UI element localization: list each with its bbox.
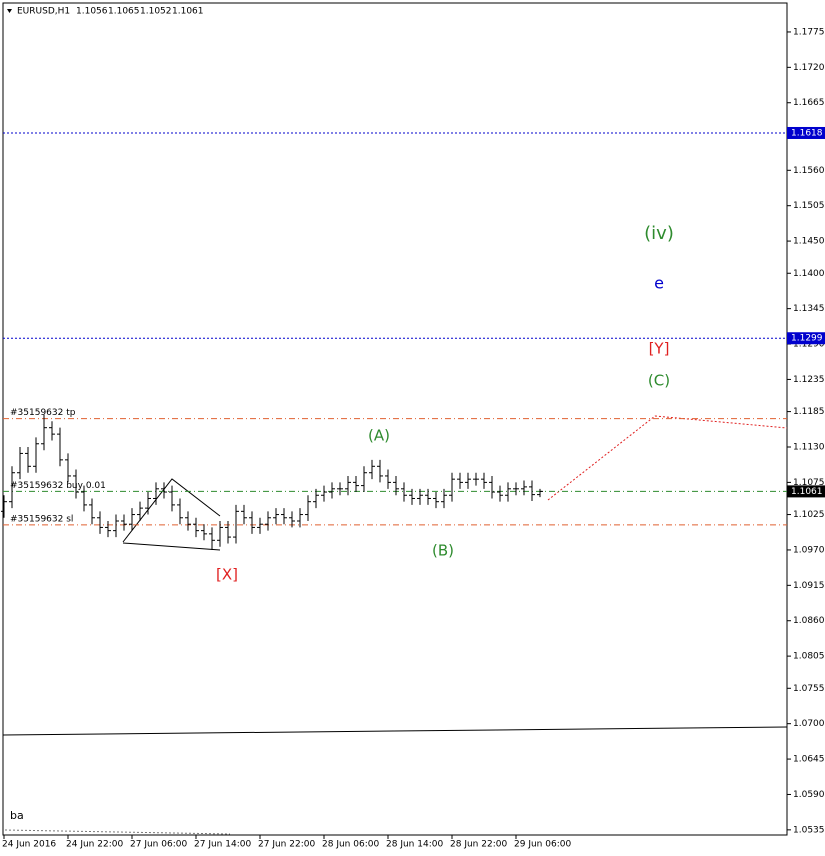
- y-tick-label: 1.0700: [793, 719, 825, 729]
- trend-line: [2, 726, 788, 736]
- x-tick-label: 28 Jun 06:00: [322, 840, 379, 850]
- y-tick-label: 1.1720: [793, 63, 825, 73]
- wave-label: (A): [368, 427, 390, 445]
- y-tick-label: 1.0645: [793, 755, 825, 765]
- y-tick-label: 1.1665: [793, 98, 825, 108]
- x-tick-label: 24 Jun 2016: [2, 840, 56, 850]
- y-tick-label: 1.1075: [793, 478, 825, 488]
- y-tick-label: 1.1345: [793, 304, 825, 314]
- level-price-box: [787, 332, 825, 345]
- level-price-box: [787, 126, 825, 139]
- menu-arrow: [7, 9, 12, 13]
- y-tick-label: 1.1235: [793, 375, 825, 385]
- last-high: 1.1065: [108, 7, 140, 17]
- x-tick-label: 29 Jun 06:00: [514, 840, 571, 850]
- y-tick-label: 1.1450: [793, 237, 825, 247]
- x-tick-label: 28 Jun 14:00: [386, 840, 443, 850]
- wave-label: (B): [432, 542, 454, 560]
- order-label: #35159632 sl: [10, 514, 73, 524]
- last-low: 1.1052: [140, 7, 172, 17]
- symbol: EURUSD,H1: [17, 7, 70, 17]
- y-tick-label: 1.1505: [793, 201, 825, 211]
- level-price: 1.1618: [791, 128, 823, 138]
- wave-label: e: [654, 274, 664, 293]
- y-tick-label: 1.1185: [793, 407, 825, 417]
- y-tick-label: 1.0590: [793, 790, 825, 800]
- current-price-box: [787, 485, 825, 498]
- x-tick-label: 28 Jun 22:00: [450, 840, 507, 850]
- last-open: 1.1056: [76, 7, 108, 17]
- order-label: #35159632 buy 0.01: [10, 481, 106, 491]
- y-tick-label: 1.0805: [793, 652, 825, 662]
- last-close: 1.1061: [172, 7, 204, 17]
- x-tick-label: 24 Jun 22:00: [66, 840, 123, 850]
- y-tick-label: 1.0970: [793, 545, 825, 555]
- wave-label: (C): [648, 372, 670, 390]
- y-tick-label: 1.0860: [793, 616, 825, 626]
- y-tick-label: 1.1130: [793, 442, 825, 452]
- y-tick-label: 1.1560: [793, 166, 825, 176]
- level-price: 1.1299: [791, 334, 823, 344]
- y-tick-label: 1.1290: [793, 340, 825, 350]
- x-tick-label: 27 Jun 06:00: [130, 840, 187, 850]
- indicator-line: [4, 829, 231, 835]
- y-tick-label: 1.0755: [793, 684, 825, 694]
- indicator-label: ba: [10, 809, 24, 822]
- current-price: 1.1061: [791, 487, 823, 497]
- order-label: #35159632 tp: [10, 408, 76, 418]
- y-tick-label: 1.0535: [793, 825, 825, 835]
- y-tick-label: 1.1400: [793, 269, 825, 279]
- triangle-lower: [122, 542, 221, 551]
- wave-label: [Y]: [649, 340, 670, 358]
- x-tick-label: 27 Jun 22:00: [258, 840, 315, 850]
- wave-label: (iv): [644, 223, 674, 244]
- y-tick-label: 1.0915: [793, 581, 825, 591]
- projection-line: [547, 415, 788, 501]
- triangle-upper: [122, 478, 221, 543]
- y-tick-label: 1.1025: [793, 510, 825, 520]
- y-tick-label: 1.1775: [793, 27, 825, 37]
- x-tick-label: 27 Jun 14:00: [194, 840, 251, 850]
- wave-label: [X]: [216, 566, 238, 584]
